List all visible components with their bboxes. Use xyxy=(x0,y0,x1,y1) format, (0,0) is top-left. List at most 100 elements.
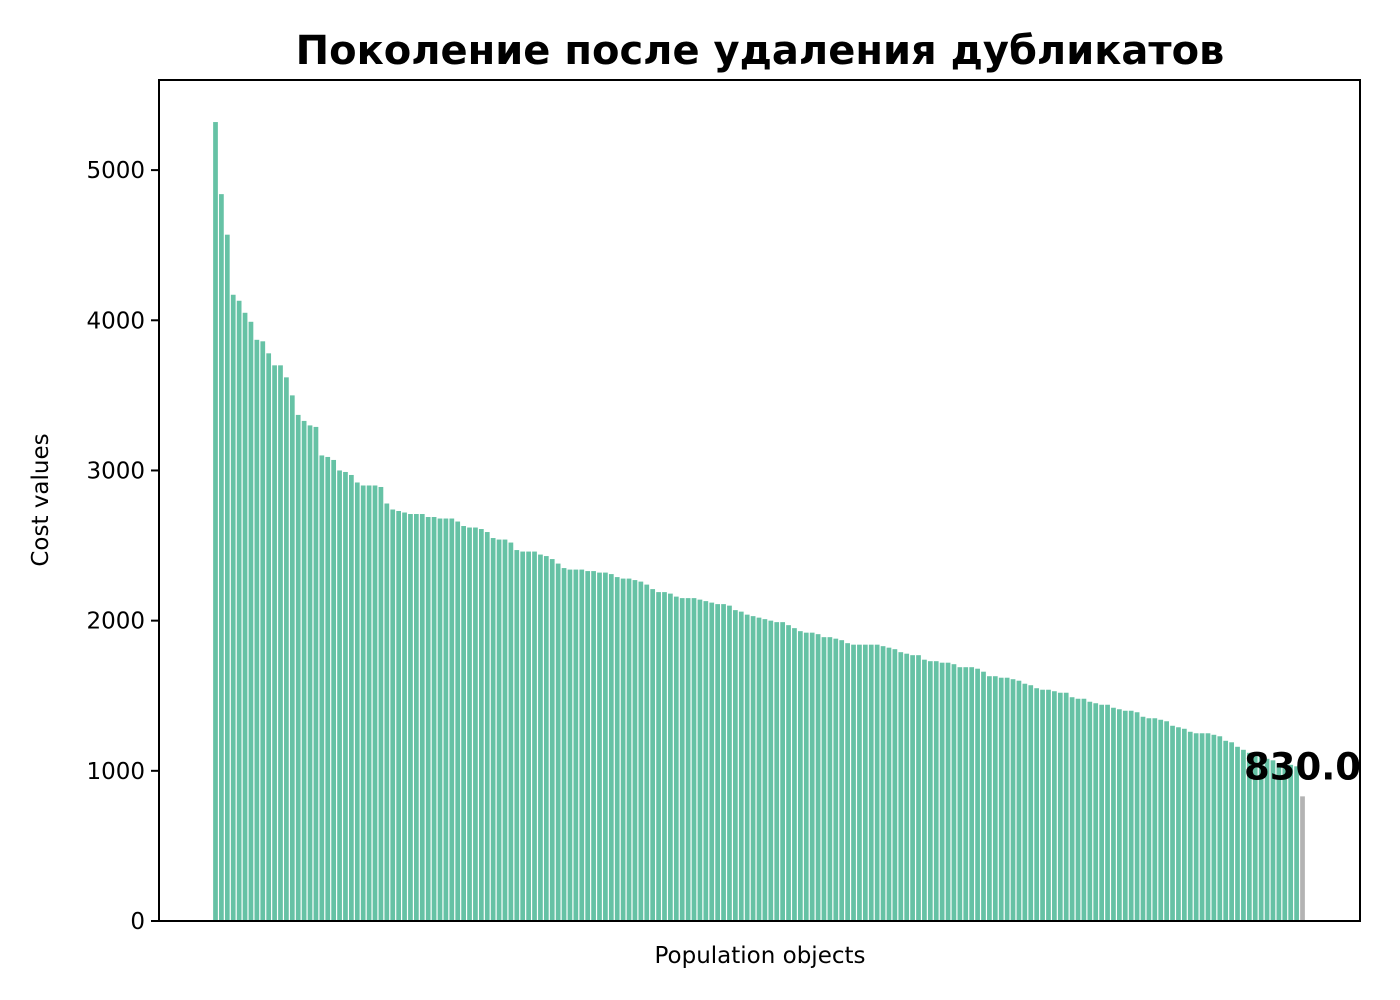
bar xyxy=(1140,716,1146,921)
bar xyxy=(998,677,1004,921)
bar xyxy=(933,661,939,921)
y-axis: 0 1000 2000 3000 4000 5000 xyxy=(86,158,159,935)
bar xyxy=(555,563,561,921)
bar xyxy=(349,474,354,921)
bar xyxy=(1022,683,1028,921)
bar xyxy=(803,632,809,921)
bar xyxy=(815,634,821,921)
bar xyxy=(632,580,638,921)
bar xyxy=(1069,697,1075,921)
bar xyxy=(945,662,951,921)
bar xyxy=(538,554,543,921)
bar xyxy=(1117,709,1122,921)
bar xyxy=(1181,728,1187,921)
bar xyxy=(1158,719,1164,921)
bar xyxy=(573,569,579,921)
bar xyxy=(307,425,313,921)
bar xyxy=(969,667,975,921)
bar xyxy=(1040,689,1045,921)
bar xyxy=(673,596,679,921)
bar xyxy=(768,620,774,921)
bar xyxy=(1028,685,1034,921)
bar xyxy=(1205,733,1211,921)
bar xyxy=(916,655,921,921)
bar xyxy=(922,659,927,921)
bar xyxy=(638,581,644,921)
bar xyxy=(278,365,283,922)
bar xyxy=(473,527,478,921)
bar xyxy=(1223,740,1229,921)
bar xyxy=(455,521,461,921)
bar xyxy=(951,664,957,921)
bar xyxy=(514,550,520,921)
bar xyxy=(703,601,709,921)
bar xyxy=(650,589,656,921)
y-tick-label: 2000 xyxy=(86,609,145,635)
bar xyxy=(992,676,998,921)
bar xyxy=(1217,736,1223,921)
bar xyxy=(1264,758,1270,921)
bar xyxy=(579,569,585,921)
bar xyxy=(1093,703,1099,921)
bar xyxy=(313,426,319,921)
bar xyxy=(614,577,620,921)
y-tick-label: 0 xyxy=(130,909,145,935)
bar-best xyxy=(1300,796,1305,921)
bar xyxy=(384,503,390,921)
bar xyxy=(733,610,738,921)
bar xyxy=(809,632,815,921)
bar xyxy=(821,637,827,921)
bar xyxy=(1052,691,1057,921)
bar xyxy=(756,617,762,921)
bar xyxy=(431,517,437,921)
bar xyxy=(1164,721,1169,921)
bar xyxy=(295,414,301,921)
bar xyxy=(1105,704,1110,921)
bar xyxy=(1193,733,1199,921)
bar xyxy=(319,455,325,921)
bar xyxy=(1034,688,1040,921)
bar xyxy=(242,312,248,921)
plot-frame xyxy=(158,79,1361,922)
bar xyxy=(1276,763,1282,921)
bar xyxy=(981,671,986,921)
bar xyxy=(414,514,419,921)
bar xyxy=(467,527,472,921)
bar xyxy=(254,339,260,921)
bar xyxy=(325,456,331,921)
bar xyxy=(744,614,750,921)
bar xyxy=(939,662,945,921)
bar xyxy=(526,551,531,921)
bar xyxy=(1057,692,1063,921)
bar xyxy=(975,668,980,921)
bar xyxy=(792,628,797,921)
bar xyxy=(679,598,685,921)
bar xyxy=(561,568,567,921)
bar xyxy=(691,598,697,921)
bar xyxy=(1122,710,1128,921)
bar xyxy=(337,470,342,921)
bar xyxy=(484,532,490,921)
bar xyxy=(1258,757,1264,921)
bar xyxy=(502,539,508,921)
bar xyxy=(224,234,230,921)
bar xyxy=(213,122,218,922)
bar xyxy=(1288,764,1294,921)
bar xyxy=(449,518,455,921)
bar xyxy=(532,551,537,921)
bar xyxy=(626,578,632,921)
y-axis-label: Cost values xyxy=(28,433,54,566)
bar xyxy=(425,517,431,921)
bar xyxy=(662,592,667,921)
bar xyxy=(496,539,502,921)
bar xyxy=(750,616,756,921)
bar xyxy=(656,592,661,921)
bar xyxy=(437,518,443,921)
bar xyxy=(402,512,407,921)
bar xyxy=(1152,718,1158,921)
bar xyxy=(461,526,466,921)
bar xyxy=(738,611,744,921)
bar xyxy=(851,644,856,921)
bars-group xyxy=(213,122,1305,922)
